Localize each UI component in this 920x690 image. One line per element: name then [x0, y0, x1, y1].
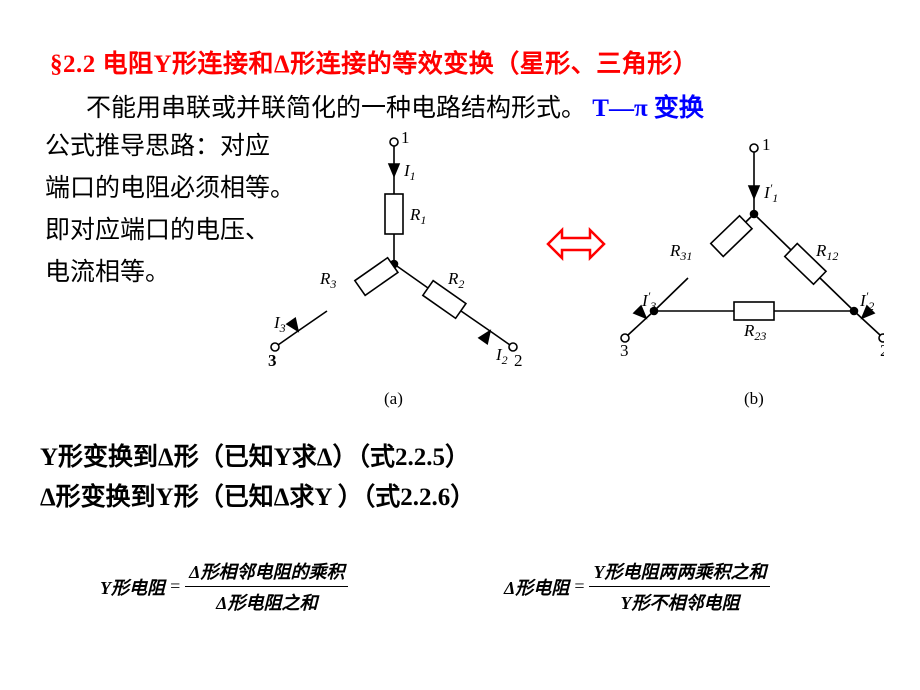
subtitle-text: 不能用串联或并联简化的一种电路结构形式。 — [86, 95, 592, 122]
svg-text:R12: R12 — [815, 241, 838, 263]
svg-text:I1: I1 — [403, 161, 416, 183]
svg-text:R1: R1 — [409, 205, 426, 227]
svg-text:I3: I3 — [273, 313, 286, 335]
svg-text:I′3: I′3 — [641, 289, 656, 313]
transform-equations: Y形变换到Δ形（已知Y求Δ）（式2.2.5） Δ形变换到Y形（已知Δ求Y ）（式… — [40, 438, 475, 518]
section-title: §2.2 电阻Y形连接和Δ形连接的等效变换（星形、三角形） — [50, 44, 698, 80]
svg-text:(a): (a) — [384, 389, 403, 408]
delta-numerator: Y形电阻两两乘积之和 — [589, 558, 770, 584]
svg-text:2: 2 — [514, 351, 523, 370]
y-lhs: Y形电阻 — [100, 574, 165, 600]
y-numerator: Δ形相邻电阻的乘积 — [185, 558, 348, 584]
svg-text:3: 3 — [620, 341, 629, 360]
svg-text:R2: R2 — [447, 269, 464, 291]
fraction-bar — [185, 586, 348, 587]
svg-text:(b): (b) — [744, 389, 764, 408]
svg-text:3: 3 — [268, 351, 277, 370]
t-pi-label: T—π 变换 — [592, 95, 704, 122]
svg-text:R3: R3 — [319, 269, 336, 291]
delta-denominator: Y形不相邻电阻 — [616, 589, 743, 615]
fraction-bar — [589, 586, 770, 587]
svg-text:I′1: I′1 — [763, 181, 778, 205]
delta-formula: Δ形电阻 = Y形电阻两两乘积之和 Y形不相邻电阻 — [504, 558, 770, 615]
svg-text:R23: R23 — [743, 321, 766, 343]
svg-text:I2: I2 — [495, 345, 508, 367]
y-denominator: Δ形电阻之和 — [212, 589, 321, 615]
svg-text:2: 2 — [880, 341, 884, 360]
label-node1a: 1 — [401, 128, 410, 147]
subtitle: 不能用串联或并联简化的一种电路结构形式。 T—π 变换 — [86, 88, 704, 124]
svg-text:R31: R31 — [669, 241, 692, 263]
y-to-delta: Y形变换到Δ形（已知Y求Δ）（式2.2.5） — [40, 438, 475, 478]
equals-sign: = — [573, 576, 585, 597]
formula-area: Y形电阻 = Δ形相邻电阻的乘积 Δ形电阻之和 Δ形电阻 = Y形电阻两两乘积之… — [0, 540, 920, 660]
y-formula: Y形电阻 = Δ形相邻电阻的乘积 Δ形电阻之和 — [100, 558, 348, 615]
equals-sign: = — [169, 576, 181, 597]
delta-lhs: Δ形电阻 — [504, 574, 569, 600]
circuit-diagram: 1 I1 R1 R2 R3 I2 I3 2 3 (a) — [254, 128, 884, 414]
delta-to-y: Δ形变换到Y形（已知Δ求Y ）（式2.2.6） — [40, 478, 475, 518]
svg-text:1: 1 — [762, 135, 771, 154]
